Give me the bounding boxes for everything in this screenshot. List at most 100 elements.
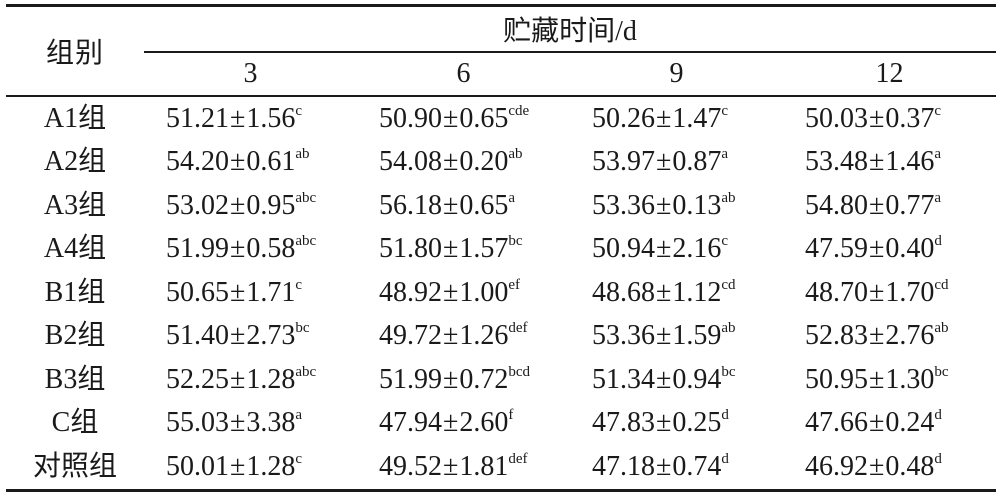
significance-letters: abc — [295, 233, 317, 250]
significance-letters: ab — [934, 320, 949, 337]
plus-minus-symbol: ± — [443, 146, 459, 178]
value-cell: 51.21±1.56c — [144, 96, 357, 141]
value-cell: 50.95±1.30bc — [783, 358, 996, 402]
day-header: 3 — [144, 52, 357, 97]
sd-value: 0.61 — [246, 146, 296, 178]
table-row: A2组 54.20±0.61ab 54.08±0.20ab 53.97±0.87a 53… — [6, 141, 996, 185]
mean-value: 47.83 — [592, 407, 655, 439]
mean-value: 49.52 — [379, 450, 442, 482]
value-cell: 47.59±0.40d — [783, 228, 996, 272]
mean-value: 53.97 — [592, 146, 655, 178]
sd-value: 1.00 — [459, 276, 509, 308]
value-cell: 47.18±0.74d — [570, 445, 783, 492]
value-cell: 53.97±0.87a — [570, 141, 783, 185]
table-body: A1组 51.21±1.56c 50.90±0.65cde 50.26±1.47c 50… — [6, 96, 997, 492]
mean-value: 47.18 — [592, 450, 655, 482]
value-cell: 54.08±0.20ab — [357, 141, 570, 185]
group-label: B1组 — [44, 276, 106, 308]
mean-value: 51.99 — [166, 233, 229, 265]
mean-value: 53.48 — [805, 146, 868, 178]
plus-minus-symbol: ± — [443, 233, 459, 265]
significance-letters: f — [508, 407, 514, 424]
table-row: A1组 51.21±1.56c 50.90±0.65cde 50.26±1.47c 50… — [6, 96, 996, 141]
mean-value: 50.01 — [166, 450, 229, 482]
significance-letters: ef — [508, 276, 521, 293]
value-cell: 52.83±2.76ab — [783, 315, 996, 359]
significance-letters: ab — [721, 320, 736, 337]
value-cell: 51.40±2.73bc — [144, 315, 357, 359]
sd-value: 1.56 — [246, 102, 296, 134]
mean-value: 47.59 — [805, 233, 868, 265]
table-row: A4组 51.99±0.58abc 51.80±1.57bc 50.94±2.16c 4… — [6, 228, 996, 272]
sd-value: 0.65 — [459, 102, 509, 134]
sd-value: 0.77 — [885, 189, 935, 221]
sd-value: 0.25 — [672, 407, 722, 439]
value-cell: 53.02±0.95abc — [144, 184, 357, 228]
sd-value: 0.48 — [885, 450, 935, 482]
plus-minus-symbol: ± — [656, 320, 672, 352]
mean-value: 50.65 — [166, 276, 229, 308]
significance-letters: d — [721, 407, 729, 424]
group-column-header: 组别 — [6, 4, 144, 97]
mean-value: 46.92 — [805, 450, 868, 482]
significance-letters: cd — [934, 276, 949, 293]
significance-letters: def — [508, 450, 528, 467]
mean-value: 49.72 — [379, 320, 442, 352]
day-header: 12 — [783, 52, 997, 97]
significance-letters: bc — [295, 320, 310, 337]
group-label: B2组 — [44, 320, 106, 352]
mean-value: 52.25 — [166, 363, 229, 395]
plus-minus-symbol: ± — [230, 276, 246, 308]
mean-value: 50.90 — [379, 102, 442, 134]
plus-minus-symbol: ± — [230, 189, 246, 221]
sd-value: 2.60 — [459, 407, 509, 439]
mean-value: 53.36 — [592, 189, 655, 221]
plus-minus-symbol: ± — [869, 276, 885, 308]
plus-minus-symbol: ± — [230, 407, 246, 439]
mean-value: 50.26 — [592, 102, 655, 134]
sd-value: 0.40 — [885, 233, 935, 265]
mean-value: 51.40 — [166, 320, 229, 352]
sd-value: 1.57 — [459, 233, 509, 265]
value-cell: 48.68±1.12cd — [570, 271, 783, 315]
value-cell: 50.65±1.71c — [144, 271, 357, 315]
value-cell: 49.72±1.26def — [357, 315, 570, 359]
table-row: A3组 53.02±0.95abc 56.18±0.65a 53.36±0.13ab 5… — [6, 184, 996, 228]
plus-minus-symbol: ± — [869, 233, 885, 265]
value-cell: 53.36±0.13ab — [570, 184, 783, 228]
significance-letters: abc — [295, 189, 317, 206]
plus-minus-symbol: ± — [443, 407, 459, 439]
plus-minus-symbol: ± — [656, 276, 672, 308]
plus-minus-symbol: ± — [443, 189, 459, 221]
plus-minus-symbol: ± — [230, 320, 246, 352]
sd-value: 1.46 — [885, 146, 935, 178]
significance-letters: c — [295, 102, 303, 119]
value-cell: 47.66±0.24d — [783, 402, 996, 446]
significance-letters: bc — [508, 233, 523, 250]
significance-letters: bcd — [508, 363, 531, 380]
storage-time-header: 贮藏时间/d — [144, 4, 997, 53]
mean-value: 53.02 — [166, 189, 229, 221]
sd-value: 1.26 — [459, 320, 509, 352]
day-header: 9 — [570, 52, 783, 97]
mean-value: 52.83 — [805, 320, 868, 352]
value-cell: 55.03±3.38a — [144, 402, 357, 446]
sd-value: 0.87 — [672, 146, 722, 178]
sd-value: 0.24 — [885, 407, 935, 439]
sd-value: 0.13 — [672, 189, 722, 221]
plus-minus-symbol: ± — [443, 102, 459, 134]
value-cell: 50.01±1.28c — [144, 445, 357, 492]
sd-value: 1.28 — [246, 363, 296, 395]
table-row: B1组 50.65±1.71c 48.92±1.00ef 48.68±1.12cd 48… — [6, 271, 996, 315]
sd-value: 1.59 — [672, 320, 722, 352]
value-cell: 47.83±0.25d — [570, 402, 783, 446]
significance-letters: d — [934, 450, 942, 467]
mean-value: 54.08 — [379, 146, 442, 178]
sd-value: 1.30 — [885, 363, 935, 395]
plus-minus-symbol: ± — [230, 233, 246, 265]
group-label: A2组 — [43, 146, 107, 178]
value-cell: 50.94±2.16c — [570, 228, 783, 272]
significance-letters: d — [934, 233, 942, 250]
mean-value: 53.36 — [592, 320, 655, 352]
table-row: B3组 52.25±1.28abc 51.99±0.72bcd 51.34±0.94b… — [6, 358, 996, 402]
